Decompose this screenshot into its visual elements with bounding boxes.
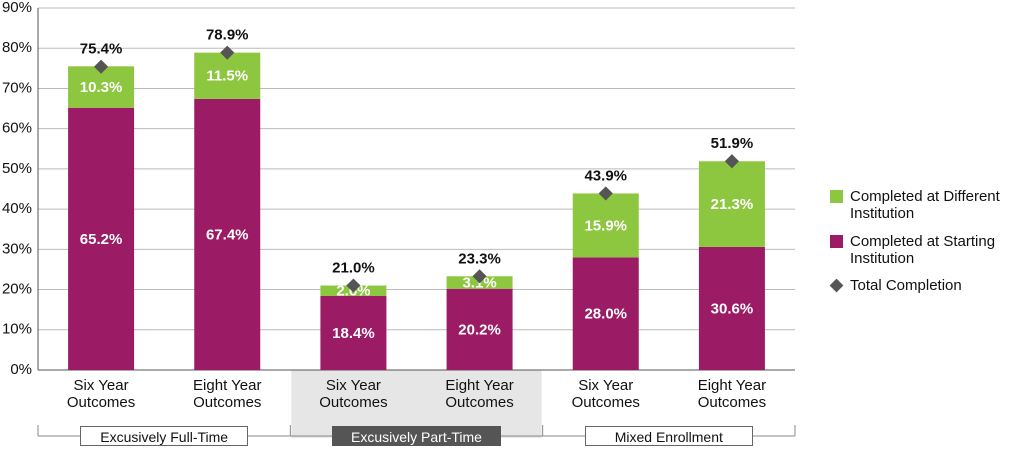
y-tick-label: 90% (2, 0, 32, 16)
bar-segment (68, 107, 135, 371)
total-label: 75.4% (80, 41, 123, 58)
x-tick-label: Six Year Outcomes (556, 377, 656, 411)
y-tick-label: 80% (2, 39, 32, 56)
x-tick-label-line: Eight Year (697, 377, 767, 394)
group-label: Excusively Full-Time (80, 426, 249, 446)
bar-segment (572, 193, 639, 258)
x-tick-label-line: Six Year (325, 377, 381, 394)
legend-label: Completed at Starting Institution (850, 233, 996, 267)
bar-segment (698, 161, 765, 247)
value-label: 65.2% (80, 231, 123, 248)
legend-swatch (830, 190, 843, 203)
total-label: 51.9% (711, 135, 754, 152)
value-label: 11.5% (206, 68, 248, 85)
total-label: 43.9% (584, 167, 627, 184)
y-tick-label: 50% (2, 160, 32, 177)
total-marker (346, 278, 361, 293)
y-tick-label: 40% (2, 200, 32, 217)
value-label: 67.4% (206, 226, 249, 243)
total-marker (472, 269, 487, 284)
legend-swatch (830, 235, 843, 248)
value-label: 30.6% (711, 300, 754, 317)
bar-segment (194, 52, 261, 99)
bar-segment (446, 288, 513, 370)
y-tick-label: 10% (2, 321, 32, 338)
y-tick-label: 0% (10, 361, 32, 378)
value-label: 21.3% (711, 196, 754, 213)
value-label: 20.2% (458, 321, 501, 338)
x-tick-label-line: Outcomes (571, 394, 640, 411)
x-tick-label-line: Eight Year (193, 377, 262, 394)
group-label: Excusively Part-Time (332, 426, 501, 446)
x-tick-label: Eight Year Outcomes (682, 377, 782, 411)
y-tick-label: 60% (2, 120, 32, 137)
bar-segment (320, 295, 387, 370)
x-tick-label-line: Six Year (578, 377, 634, 394)
value-label: 10.3% (80, 79, 123, 96)
x-tick-label: Six Year Outcomes (303, 377, 403, 411)
value-label: 18.4% (332, 325, 375, 342)
x-tick-label: Eight Year Outcomes (177, 377, 277, 411)
legend-label: Completed at Different Institution (850, 188, 1000, 222)
bar-segment (194, 98, 261, 370)
total-label: 23.3% (458, 250, 501, 267)
x-tick-label-line: Outcomes (319, 394, 388, 411)
total-marker (724, 154, 739, 169)
x-tick-label-line: Outcomes (697, 394, 767, 411)
group-label: Mixed Enrollment (584, 426, 753, 446)
x-tick-label-line: Eight Year (445, 377, 514, 394)
y-tick-label: 30% (2, 240, 32, 257)
value-label: 28.0% (584, 306, 627, 323)
x-tick-label-line: Outcomes (445, 394, 514, 411)
x-tick-label-line: Outcomes (193, 394, 262, 411)
bar-segment (572, 257, 639, 370)
total-label: 78.9% (206, 27, 249, 44)
total-label: 21.0% (332, 260, 375, 277)
bar-segment (698, 246, 765, 370)
y-tick-label: 20% (2, 281, 32, 298)
value-label: 15.9% (584, 217, 627, 234)
x-tick-label: Eight Year Outcomes (430, 377, 530, 411)
legend-label: Total Completion (850, 277, 962, 294)
x-tick-label-line: Six Year (73, 377, 129, 394)
x-tick-label-line: Outcomes (66, 394, 136, 411)
total-marker (598, 186, 613, 201)
x-tick-label: Six Year Outcomes (51, 377, 151, 411)
y-tick-label: 70% (2, 79, 32, 96)
